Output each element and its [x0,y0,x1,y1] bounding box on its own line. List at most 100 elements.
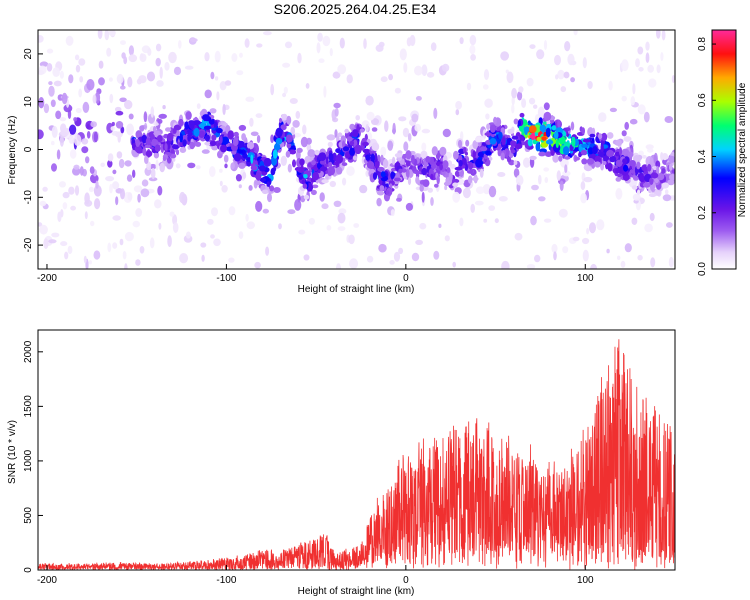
heatmap-cell [242,171,247,180]
heatmap-cell [669,163,673,171]
heatmap-cell [405,160,411,167]
colorbar-ticks: 0.0 0.2 0.4 0.6 0.8 [697,37,716,276]
heatmap-cell [402,127,410,138]
heatmap-cell [119,238,124,246]
heatmap-cell [457,139,463,148]
heatmap-cell [582,57,587,69]
heatmap-cell [541,136,547,141]
heatmap-cell [559,180,564,192]
heatmap-cell [574,156,581,161]
heatmap-cell [254,261,261,269]
heatmap-cell [668,256,674,268]
heatmap-cell [365,170,370,178]
heatmap-cell [349,258,359,269]
heatmap-cell [68,186,75,195]
heatmap-cell [461,157,467,167]
heatmap-cell [233,131,239,138]
heatmap-cell [511,149,516,154]
heatmap-cell [189,141,195,150]
heatmap-cell [51,125,58,138]
heatmap-cell [504,148,510,158]
heatmap-cell [529,155,537,161]
heatmap-cell [419,184,424,192]
heatmap-cell [380,171,386,178]
heatmap-cell [311,160,316,166]
heatmap-cell [589,222,596,234]
heatmap-cell [620,260,626,268]
y-tick-label: 500 [23,507,34,524]
heatmap-cell [233,152,242,162]
heatmap-cell [489,138,497,145]
heatmap-cell [198,130,205,138]
heatmap-cell [394,153,403,158]
heatmap-cell [98,60,104,69]
heatmap-cell [581,127,585,135]
heatmap-cell [296,147,303,154]
heatmap-cell [112,181,120,190]
heatmap-cell [421,64,428,76]
heatmap-cell [190,38,198,43]
heatmap-cell [433,107,438,119]
heatmap-cell [511,87,517,99]
heatmap-cell [228,206,236,216]
heatmap-cell [615,139,622,146]
heatmap-cell [529,97,536,105]
y-tick-label: 20 [23,48,34,60]
heatmap-cell [621,130,627,137]
heatmap-cell [346,166,355,176]
heatmap-cell [300,136,308,148]
heatmap-cell [472,150,477,159]
heatmap-cell [109,93,114,104]
heatmap-cell [126,123,134,136]
heatmap-cell [329,180,336,188]
heatmap-cell [263,31,272,36]
heatmap-cell [475,136,483,143]
heatmap-cell [148,177,158,182]
colorbar: 0.0 0.2 0.4 0.6 0.8 Normalized spectral ampl… [697,29,748,276]
heatmap-cell [39,200,47,207]
heatmap-cell [81,146,89,154]
heatmap-cell [490,124,496,133]
heatmap-cell [255,113,263,118]
heatmap-cell [355,115,361,121]
heatmap-cell [470,203,476,213]
heatmap-cell [602,161,607,165]
heatmap-cell [156,135,163,143]
heatmap-cell [116,73,124,84]
heatmap-cell [376,197,382,207]
heatmap-cell [202,114,210,121]
heatmap-cell [82,101,90,113]
heatmap-cell [104,30,110,41]
heatmap-cell [402,154,407,159]
heatmap-cell [84,199,93,207]
heatmap-cell [481,142,487,147]
heatmap-cell [326,134,336,141]
heatmap-cell [210,234,215,239]
heatmap-cell [631,217,638,225]
heatmap-cell [396,197,402,202]
heatmap-cell [115,110,124,116]
heatmap-cell [511,135,519,140]
heatmap-cell [48,239,57,244]
heatmap-y-axis-label: Frequency (Hz) [7,116,18,185]
heatmap-cell [400,158,405,165]
heatmap-cell [57,211,62,223]
heatmap-cell [466,82,472,91]
heatmap-cell [459,37,464,45]
heatmap-cell [421,191,425,203]
x-tick-label: -100 [216,575,236,586]
heatmap-cell [73,134,82,146]
heatmap-cell [594,161,601,168]
heatmap-cell [158,222,162,230]
heatmap-cell [562,146,570,156]
heatmap-cell [521,98,527,108]
heatmap-cell [78,88,83,98]
heatmap-cell [365,154,371,161]
heatmap-cell [289,149,297,155]
heatmap-cell [546,139,554,145]
heatmap-cell [632,175,638,180]
heatmap-cell [580,193,587,204]
heatmap-cell [59,70,64,79]
heatmap-cell [455,109,460,116]
heatmap-cell [671,169,675,174]
